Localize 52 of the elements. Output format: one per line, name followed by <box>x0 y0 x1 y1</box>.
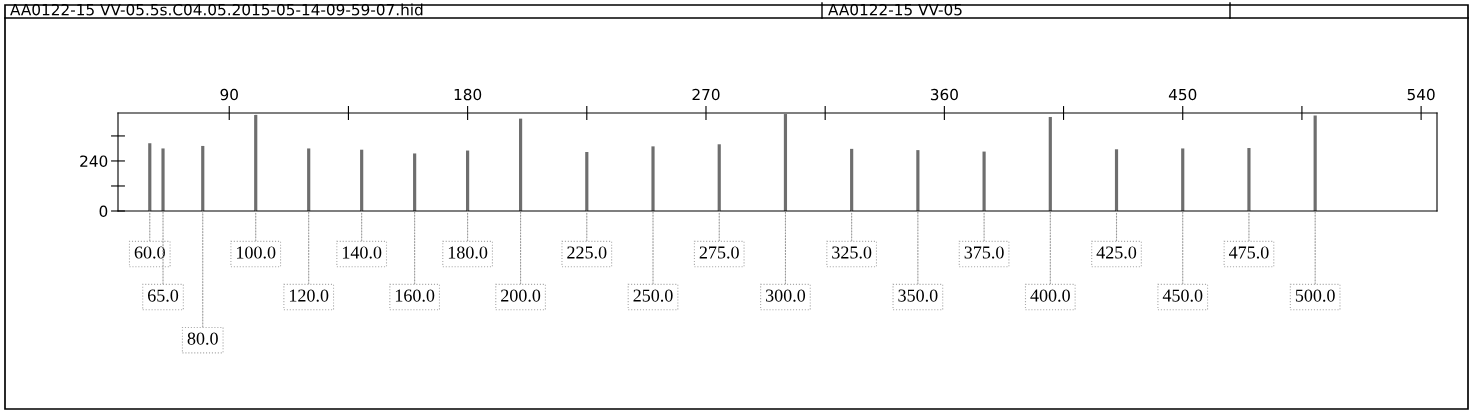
annotation: 275.0 <box>699 246 739 259</box>
bar <box>850 148 854 211</box>
annotation: 80.0 <box>187 332 218 345</box>
annotation: 60.0 <box>134 246 165 259</box>
bar <box>1181 148 1185 211</box>
annotation: 65.0 <box>148 289 179 302</box>
annotation: 350.0 <box>898 289 938 302</box>
bar <box>783 114 788 211</box>
annotation: 225.0 <box>567 246 607 259</box>
annotation: 475.0 <box>1228 246 1269 259</box>
bar <box>916 150 920 211</box>
bar <box>717 144 721 211</box>
annotation: 500.0 <box>1295 289 1335 302</box>
bar <box>201 145 205 211</box>
annotation: 120.0 <box>289 289 329 302</box>
bar <box>254 114 258 211</box>
annotation: 100.0 <box>237 246 276 259</box>
bar <box>466 150 470 211</box>
annotation: 140.0 <box>342 246 382 259</box>
annotation: 200.0 <box>501 289 541 302</box>
chart-title: AA0122-15 VV-05.5s.C04.05.2015-05-14-09-59-07.hid <box>10 3 423 16</box>
bar <box>1313 115 1317 211</box>
y-tick-label: 0 <box>99 205 108 218</box>
bar <box>148 143 152 211</box>
y-tick-label: 240 <box>80 155 108 167</box>
bar <box>1247 148 1251 211</box>
annotation: 400.0 <box>1030 289 1070 302</box>
bar <box>585 151 589 211</box>
x-tick-label: 90 <box>220 88 238 101</box>
bar <box>161 148 165 211</box>
annotation: 300.0 <box>766 289 806 302</box>
x-tick-label: 540 <box>1407 88 1435 101</box>
bar <box>982 151 986 211</box>
annotation: 425.0 <box>1096 246 1137 259</box>
bar <box>1048 116 1052 211</box>
annotation: 160.0 <box>395 289 435 302</box>
chart-subtitle: AA0122-15 VV-05 <box>828 3 962 16</box>
x-tick-label: 180 <box>454 88 482 101</box>
bar <box>651 146 655 211</box>
annotation: 450.0 <box>1162 289 1203 302</box>
annotation: 180.0 <box>448 246 488 259</box>
bar <box>1114 149 1119 211</box>
bar <box>307 148 311 211</box>
x-tick-label: 270 <box>692 88 720 101</box>
bar <box>413 153 417 211</box>
x-tick-label: 360 <box>930 88 958 101</box>
annotation: 375.0 <box>964 246 1004 259</box>
annotation: 250.0 <box>633 289 673 302</box>
x-tick-label: 450 <box>1168 88 1197 101</box>
bar <box>519 118 523 211</box>
annotation: 325.0 <box>832 246 872 259</box>
bar <box>360 149 364 211</box>
